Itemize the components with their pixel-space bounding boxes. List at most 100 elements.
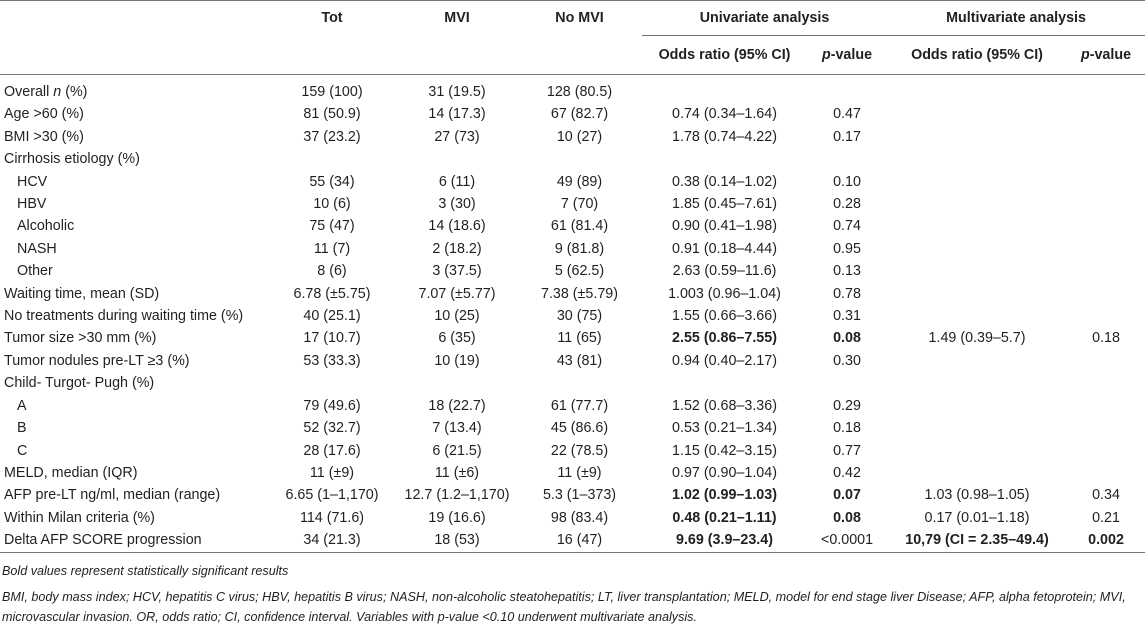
cell-multi-p-value <box>1067 372 1145 394</box>
cell-multi-p-value <box>1067 305 1145 327</box>
table-row: Within Milan criteria (%) 114 (71.6) 19 (1… <box>0 507 1145 529</box>
table-row: Delta AFP SCORE progression 34 (21.3) 18 (… <box>0 529 1145 553</box>
row-label: BMI >30 (%) <box>4 128 84 145</box>
cell-uni-p-value: 0.17 <box>833 128 861 145</box>
cell-multi-p-value <box>1067 417 1145 439</box>
cell-multi-p-value <box>1067 148 1145 170</box>
cell-uni-p-value: 0.31 <box>833 308 861 325</box>
cell-tot: 114 (71.6) <box>299 509 365 526</box>
cell-mvi: 10 (25) <box>434 308 480 325</box>
cell-multi-p-value: 0.002 <box>1067 529 1145 553</box>
row-label: Delta AFP SCORE progression <box>0 529 267 553</box>
cell-tot: 11 (±9) <box>309 464 355 481</box>
cell-tot: 75 (47) <box>309 218 355 235</box>
cell-no-mvi <box>517 148 642 170</box>
header-empty <box>0 0 267 36</box>
header-univariate: Univariate analysis <box>642 0 888 36</box>
cell-mvi: 3 (37.5) <box>432 263 482 280</box>
row-label: Overall n (%) <box>4 84 88 100</box>
table-body: Overall n (%) 159 (100) 31 (19.5) 128 (8… <box>0 75 1145 553</box>
cell-uni-p-value <box>807 148 887 170</box>
table-row: NASH 11 (7) 2 (18.2) 9 (81.8) 0.91 (0.18–4.4… <box>0 238 1145 260</box>
header-multivariate: Multivariate analysis <box>887 0 1145 36</box>
cell-mvi: 2 (18.2) <box>432 240 482 257</box>
cell-no-mvi: 45 (86.6) <box>550 420 609 437</box>
cell-uni-odds-ratio: 1.55 (0.66–3.66) <box>672 308 777 325</box>
cell-tot: 17 (10.7) <box>303 330 361 347</box>
cell-uni-odds-ratio: 1.78 (0.74–4.22) <box>672 128 777 145</box>
cell-tot: 53 (33.3) <box>303 352 361 369</box>
cell-multi-odds-ratio <box>887 350 1067 372</box>
header-uni-odds-ratio: Odds ratio (95% CI) <box>642 35 807 75</box>
row-label: Age >60 (%) <box>4 106 84 123</box>
header-uni-p-value: p-value <box>807 35 888 75</box>
cell-multi-p-value <box>1067 462 1145 484</box>
row-label: C <box>17 442 28 459</box>
cell-mvi: 18 (22.7) <box>428 397 486 414</box>
cell-mvi: 18 (53) <box>397 529 517 553</box>
cell-mvi: 6 (35) <box>438 330 476 347</box>
cell-uni-odds-ratio: 1.15 (0.42–3.15) <box>672 442 777 459</box>
cell-tot: 6.78 (±5.75) <box>293 285 371 302</box>
table-footnotes: Bold values represent statistically sign… <box>0 561 1142 627</box>
table-row: Tumor nodules pre-LT ≥3 (%) 53 (33.3) 10 (… <box>0 350 1145 372</box>
cell-tot <box>267 372 397 394</box>
row-label: Alcoholic <box>17 218 75 235</box>
row-label: Cirrhosis etiology (%) <box>4 151 140 168</box>
cell-uni-odds-ratio <box>642 372 807 394</box>
cell-tot: 52 (32.7) <box>303 420 361 437</box>
table-row: BMI >30 (%) 37 (23.2) 27 (73) 10 (27) 1.78 (… <box>0 126 1145 148</box>
table-row: Other 8 (6) 3 (37.5) 5 (62.5) 2.63 (0.59–11.… <box>0 260 1145 282</box>
cell-multi-odds-ratio <box>887 440 1067 462</box>
cell-mvi: 10 (19) <box>434 352 480 369</box>
cell-mvi: 6 (11) <box>438 173 476 190</box>
table-row: Alcoholic 75 (47) 14 (18.6) 61 (81.4) 0.90 (… <box>0 215 1145 237</box>
row-label: Child- Turgot- Pugh (%) <box>4 375 155 392</box>
row-label: AFP pre-LT ng/ml, median (range) <box>4 487 221 504</box>
table-row: Age >60 (%) 81 (50.9) 14 (17.3) 67 (82.7) 0.… <box>0 103 1145 125</box>
cell-uni-odds-ratio: 1.02 (0.99–1.03) <box>672 487 777 504</box>
cell-uni-odds-ratio: 1.003 (0.96–1.04) <box>668 285 781 302</box>
cell-tot: 11 (7) <box>313 240 351 257</box>
cell-multi-p-value: 0.34 <box>1092 487 1120 504</box>
cell-uni-p-value: 0.95 <box>833 240 861 257</box>
cell-multi-p-value <box>1067 260 1145 282</box>
cell-no-mvi: 67 (82.7) <box>550 106 609 123</box>
cell-multi-p-value <box>1067 193 1145 215</box>
cell-uni-p-value: 0.07 <box>833 487 861 504</box>
cell-multi-odds-ratio: 0.17 (0.01–1.18) <box>924 509 1030 526</box>
cell-no-mvi: 128 (80.5) <box>546 84 613 100</box>
cell-uni-odds-ratio: 0.48 (0.21–1.11) <box>672 509 777 526</box>
cell-no-mvi: 61 (77.7) <box>550 397 609 414</box>
row-label: MELD, median (IQR) <box>4 464 138 481</box>
cell-uni-odds-ratio: 0.38 (0.14–1.02) <box>672 173 777 190</box>
table-row: A 79 (49.6) 18 (22.7) 61 (77.7) 1.52 (0.68–3… <box>0 395 1145 417</box>
table-row: Cirrhosis etiology (%) <box>0 148 1145 170</box>
cell-no-mvi: 5.3 (1–373) <box>542 487 617 504</box>
results-table: Tot MVI No MVI Univariate analysis Multi… <box>0 0 1145 553</box>
cell-uni-p-value: 0.13 <box>833 263 861 280</box>
cell-tot: 55 (34) <box>309 173 355 190</box>
row-label: A <box>17 397 27 414</box>
cell-uni-p-value: 0.10 <box>833 173 861 190</box>
cell-multi-odds-ratio: 10,79 (CI = 2.35–49.4) <box>887 529 1068 553</box>
cell-multi-p-value <box>1067 350 1145 372</box>
header-multi-p-value: p-value <box>1067 35 1145 75</box>
cell-multi-odds-ratio <box>887 283 1067 305</box>
table-row: MELD, median (IQR) 11 (±9) 11 (±6) 11 (±9) 0… <box>0 462 1145 484</box>
row-label: Tumor nodules pre-LT ≥3 (%) <box>4 352 190 369</box>
cell-mvi: 3 (30) <box>438 196 476 213</box>
cell-no-mvi: 43 (81) <box>556 352 603 369</box>
cell-uni-p-value: 0.77 <box>833 442 861 459</box>
cell-no-mvi: 30 (75) <box>556 308 603 325</box>
cell-no-mvi: 49 (89) <box>556 173 603 190</box>
cell-uni-p-value: 0.42 <box>833 464 861 481</box>
cell-mvi: 7.07 (±5.77) <box>418 285 496 302</box>
cell-uni-odds-ratio: 9.69 (3.9–23.4) <box>642 529 807 553</box>
cell-tot: 28 (17.6) <box>303 442 361 459</box>
cell-multi-odds-ratio <box>887 148 1067 170</box>
cell-tot: 40 (25.1) <box>303 308 361 325</box>
table-row: HCV 55 (34) 6 (11) 49 (89) 0.38 (0.14–1.02) 0… <box>0 171 1145 193</box>
cell-no-mvi: 5 (62.5) <box>554 263 605 280</box>
cell-no-mvi <box>517 372 642 394</box>
